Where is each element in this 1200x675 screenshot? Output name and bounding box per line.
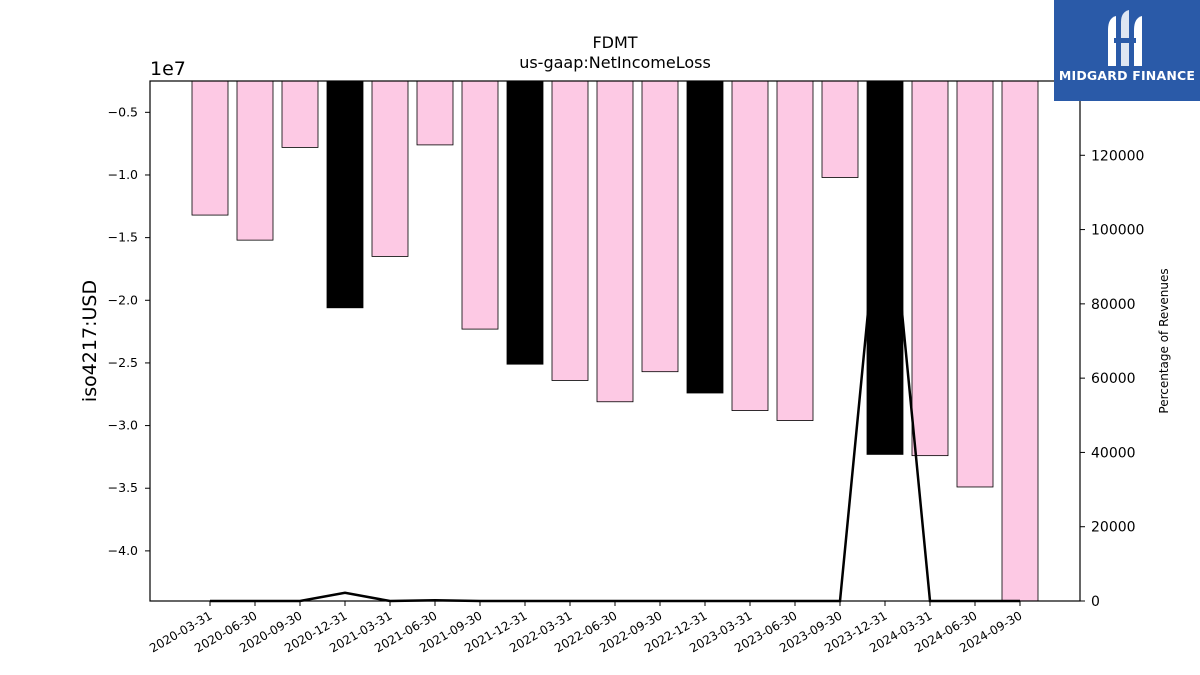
y-axis-label: iso4217:USD (79, 280, 101, 402)
y-axis-multiplier: 1e7 (150, 58, 186, 80)
y-tick-label: −3.5 (108, 480, 138, 495)
bar-2021-12-31 (506, 80, 544, 365)
bar-2020-06-30 (236, 80, 274, 241)
bar-2024-06-30 (956, 80, 994, 488)
y2-tick-label: 40000 (1091, 445, 1136, 461)
y-tick-label: −2.0 (108, 292, 138, 307)
bar-2022-06-30 (596, 80, 634, 403)
bar-2024-03-31 (911, 80, 949, 457)
bar-2021-06-30 (416, 80, 454, 146)
bar-2021-09-30 (461, 80, 499, 330)
y-tick-label: −3.0 (108, 418, 138, 433)
bar-2020-03-31 (191, 80, 229, 216)
y2-tick-label: 100000 (1091, 223, 1144, 239)
bar-2023-03-31 (731, 80, 769, 411)
bar-2022-09-30 (641, 80, 679, 373)
chart-subtitle: us-gaap:NetIncomeLoss (519, 53, 711, 72)
chart-title: FDMT (592, 33, 637, 52)
y2-tick-label: 60000 (1091, 371, 1136, 387)
y2-axis-label: Percentage of Revenues (1157, 268, 1171, 413)
y-tick-label: −1.0 (108, 167, 138, 182)
y-tick-label: −0.5 (108, 104, 138, 119)
bar-2022-12-31 (686, 80, 724, 394)
y2-tick-label: 120000 (1091, 148, 1144, 164)
midgard-logo-icon (1108, 10, 1142, 66)
bar-2023-09-30 (821, 80, 859, 178)
midgard-finance-logo: MIDGARD FINANCE (1054, 0, 1200, 101)
logo-text: MIDGARD FINANCE (1058, 68, 1196, 83)
y2-tick-label: 0 (1091, 594, 1100, 610)
bar-2020-09-30 (281, 80, 319, 148)
y2-tick-label: 80000 (1091, 297, 1136, 313)
y-tick-label: −2.5 (108, 355, 138, 370)
bar-2023-06-30 (776, 80, 814, 421)
bar-2021-03-31 (371, 80, 409, 257)
bar-2024-09-30 (1001, 80, 1039, 602)
y-tick-label: −1.5 (108, 230, 138, 245)
y-tick-label: −4.0 (108, 543, 138, 558)
y2-tick-label: 20000 (1091, 520, 1136, 536)
bar-2020-12-31 (326, 80, 364, 309)
bar-2022-03-31 (551, 80, 589, 381)
